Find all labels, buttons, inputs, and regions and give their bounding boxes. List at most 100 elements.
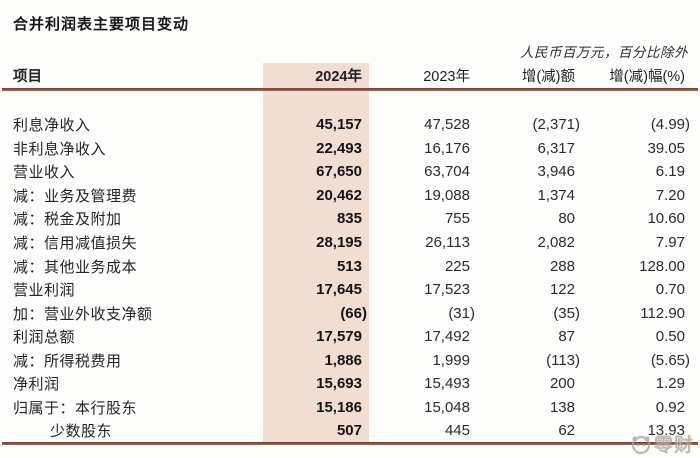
table-row: 减：信用减值损失 28,195 26,113 2,082 7.97 bbox=[0, 231, 700, 255]
value-percent: 6.19 bbox=[655, 163, 685, 181]
row-label: 营业收入 bbox=[13, 164, 76, 182]
table-row: 归属于：本行股东 15,186 15,048 138 0.92 bbox=[0, 396, 700, 420]
value-2024: 835 bbox=[336, 210, 362, 228]
value-percent: 7.20 bbox=[655, 186, 685, 204]
table-row: 少数股东 507 445 62 13.93 bbox=[0, 419, 700, 443]
header-change-amount: 增(减)额 bbox=[521, 69, 575, 85]
header-item: 项目 bbox=[13, 69, 42, 85]
header-2024: 2024年 bbox=[315, 69, 362, 85]
table-row: 减：所得税费用 1,886 1,999 (113) (5.65) bbox=[0, 348, 700, 372]
value-2024: (66) bbox=[340, 304, 367, 322]
table-row: 营业利润 17,645 17,523 122 0.70 bbox=[0, 278, 700, 302]
value-2024: 507 bbox=[336, 422, 362, 440]
value-2024: 15,186 bbox=[316, 398, 362, 416]
row-label: 利息净收入 bbox=[13, 117, 91, 135]
value-2023: 445 bbox=[444, 422, 470, 440]
row-label: 减：税金及附加 bbox=[13, 211, 122, 229]
value-percent: 128.00 bbox=[639, 257, 685, 275]
value-2024: 1,886 bbox=[324, 351, 362, 369]
value-change: 288 bbox=[549, 257, 575, 275]
value-change: 3,946 bbox=[537, 163, 575, 181]
header-change-percent: 增(减)幅(%) bbox=[609, 69, 685, 85]
unit-note: 人民币百万元，百分比除外 bbox=[520, 45, 688, 60]
watermark-text: 零财 bbox=[653, 435, 694, 456]
value-2024: 28,195 bbox=[316, 234, 362, 251]
value-2024: 15,693 bbox=[316, 375, 362, 393]
row-label: 利润总额 bbox=[13, 329, 76, 347]
row-label: 加：营业外收支净额 bbox=[13, 305, 153, 323]
table-row: 非利息净收入 22,493 16,176 6,317 39.05 bbox=[0, 137, 700, 161]
row-label: 非利息净收入 bbox=[13, 140, 107, 158]
value-2023: 19,088 bbox=[424, 186, 470, 204]
value-percent: (5.65) bbox=[650, 351, 690, 369]
table-row: 加：营业外收支净额 (66) (31) (35) 112.90 bbox=[0, 301, 700, 325]
value-percent: 7.97 bbox=[655, 234, 685, 251]
value-change: 138 bbox=[549, 398, 575, 416]
value-change: 1,374 bbox=[537, 186, 575, 204]
value-2024: 45,157 bbox=[316, 116, 362, 134]
value-percent: 10.60 bbox=[647, 210, 685, 228]
value-change: 62 bbox=[558, 422, 575, 440]
value-2024: 20,462 bbox=[316, 186, 362, 204]
value-2023: 15,048 bbox=[424, 398, 470, 416]
value-change: (113) bbox=[546, 351, 580, 369]
table-row: 利润总额 17,579 17,492 87 0.50 bbox=[0, 325, 700, 349]
value-percent: 1.29 bbox=[655, 375, 685, 393]
value-percent: 112.90 bbox=[640, 304, 685, 322]
table-header-row: 项目 2024年 2023年 增(减)额 增(减)幅(%) bbox=[0, 64, 700, 86]
value-percent: 13.93 bbox=[647, 422, 685, 440]
value-percent: 0.50 bbox=[655, 328, 685, 346]
value-2023: 63,704 bbox=[424, 163, 470, 181]
value-2023: (31) bbox=[448, 304, 475, 322]
highlight-column-2024 bbox=[263, 63, 369, 442]
value-change: (2,371) bbox=[532, 116, 580, 134]
value-2024: 513 bbox=[336, 257, 362, 275]
value-percent: 0.70 bbox=[655, 281, 685, 299]
value-2023: 26,113 bbox=[425, 234, 470, 251]
table-row: 营业收入 67,650 63,704 3,946 6.19 bbox=[0, 160, 700, 184]
row-label: 营业利润 bbox=[13, 282, 76, 300]
value-change: 122 bbox=[549, 281, 575, 299]
table-row: 利息净收入 45,157 47,528 (2,371) (4.99) bbox=[0, 113, 700, 137]
value-change: 87 bbox=[558, 328, 575, 346]
value-percent: 39.05 bbox=[647, 139, 685, 157]
value-2023: 225 bbox=[444, 257, 470, 275]
value-change: 2,082 bbox=[537, 234, 575, 251]
table-row: 减：业务及管理费 20,462 19,088 1,374 7.20 bbox=[0, 184, 700, 208]
row-label: 减：信用减值损失 bbox=[13, 235, 138, 252]
value-2024: 17,645 bbox=[316, 281, 362, 299]
value-change: 200 bbox=[549, 375, 575, 393]
value-change: (35) bbox=[553, 304, 580, 322]
value-2023: 17,492 bbox=[424, 328, 470, 346]
value-2023: 47,528 bbox=[424, 116, 470, 134]
header-2023: 2023年 bbox=[423, 69, 470, 85]
value-2024: 22,493 bbox=[316, 139, 362, 157]
row-label: 减：所得税费用 bbox=[13, 352, 122, 370]
row-label: 少数股东 bbox=[50, 423, 113, 441]
value-2023: 755 bbox=[444, 210, 470, 228]
value-2023: 16,176 bbox=[424, 139, 470, 157]
value-change: 80 bbox=[558, 210, 575, 228]
watermark-logo-icon bbox=[630, 434, 652, 454]
value-2023: 17,523 bbox=[424, 281, 470, 299]
value-percent: 0.92 bbox=[655, 398, 685, 416]
row-label: 减：业务及管理费 bbox=[13, 187, 138, 205]
table-row: 减：其他业务成本 513 225 288 128.00 bbox=[0, 254, 700, 278]
row-label: 减：其他业务成本 bbox=[13, 258, 138, 276]
row-label: 归属于：本行股东 bbox=[13, 399, 138, 417]
watermark: 零财 bbox=[630, 430, 694, 457]
table-bottom-line bbox=[2, 442, 698, 445]
table-row: 净利润 15,693 15,493 200 1.29 bbox=[0, 372, 700, 396]
row-label: 净利润 bbox=[13, 376, 60, 394]
value-2023: 15,493 bbox=[424, 375, 470, 393]
value-2024: 67,650 bbox=[316, 163, 362, 181]
value-2024: 17,579 bbox=[316, 328, 362, 346]
header-divider-line bbox=[2, 88, 698, 91]
page-title: 合并利润表主要项目变动 bbox=[13, 16, 190, 33]
value-2023: 1,999 bbox=[432, 351, 470, 369]
value-change: 6,317 bbox=[537, 139, 575, 157]
table-body: 利息净收入 45,157 47,528 (2,371) (4.99) 非利息净收… bbox=[0, 113, 700, 443]
value-percent: (4.99) bbox=[650, 116, 690, 134]
table-row: 减：税金及附加 835 755 80 10.60 bbox=[0, 207, 700, 231]
